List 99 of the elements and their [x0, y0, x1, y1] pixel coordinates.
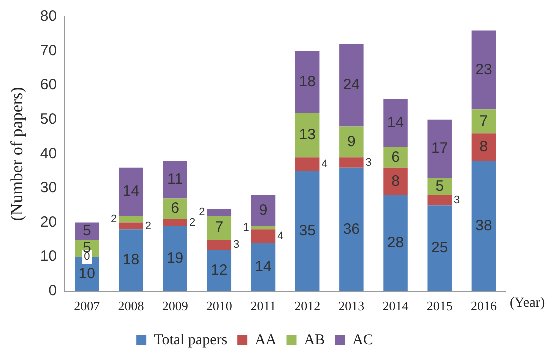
x-tick-label: 2015 [426, 298, 453, 314]
bar [472, 134, 496, 162]
data-label: 14 [255, 258, 272, 276]
data-label: 14 [122, 183, 140, 200]
data-label: 6 [171, 200, 180, 218]
bar [472, 161, 496, 292]
bar [251, 230, 276, 244]
bar [163, 198, 188, 220]
x-tick-label: 2014 [382, 298, 410, 314]
bar [163, 219, 188, 226]
bar [119, 216, 144, 223]
data-label: 9 [259, 202, 268, 219]
bar [163, 161, 188, 199]
y-tick-label: 30 [40, 180, 58, 197]
x-axis-title: (Year) [510, 296, 546, 312]
data-label: 18 [299, 73, 316, 90]
data-label: 3 [454, 194, 460, 207]
bar [119, 222, 144, 230]
y-tick-label: 60 [40, 76, 58, 94]
bar [295, 171, 320, 292]
data-label: 8 [480, 138, 488, 156]
data-label: 4 [278, 230, 284, 243]
legend-label: AA [255, 332, 277, 348]
y-tick-label: 20 [40, 214, 58, 231]
data-label: 1 [243, 222, 250, 234]
bar [384, 147, 408, 168]
y-tick-label: 0 [48, 282, 58, 300]
bar [295, 51, 320, 114]
bar [207, 240, 232, 250]
x-tick-label: 2008 [118, 298, 144, 314]
legend-label: AB [304, 332, 326, 348]
data-label: 14 [387, 114, 404, 132]
bar [384, 99, 408, 148]
y-axis-title: (Number of papers) [8, 87, 27, 222]
data-label: 25 [432, 240, 448, 257]
bar [340, 126, 364, 158]
bar [295, 158, 320, 172]
y-tick-label: 80 [40, 8, 58, 26]
data-label: 10 [78, 265, 96, 282]
bar [207, 209, 232, 216]
data-label: 3 [366, 156, 372, 169]
data-label: 38 [476, 217, 492, 234]
data-label: 24 [343, 76, 360, 94]
data-label: 4 [322, 158, 328, 171]
bar [472, 30, 496, 110]
bar [119, 230, 144, 292]
y-tick-label: 50 [40, 111, 58, 128]
data-label: 8 [392, 172, 400, 190]
x-tick-label: 2016 [470, 298, 498, 314]
bar [207, 216, 232, 240]
bar [207, 250, 232, 292]
bar [472, 110, 496, 134]
bar [251, 243, 276, 292]
bar [295, 113, 320, 158]
bar [340, 44, 364, 127]
legend-label: Total papers [154, 332, 228, 348]
bar [428, 120, 452, 178]
y-tick-label: 70 [40, 42, 58, 60]
data-label: 18 [122, 252, 140, 269]
data-label: 35 [299, 222, 316, 240]
bar [340, 158, 364, 168]
data-label: 2 [145, 220, 152, 232]
data-label: 28 [387, 234, 404, 252]
data-label: 2 [189, 216, 196, 229]
bar [384, 168, 408, 196]
data-label: 9 [348, 133, 356, 150]
bar [119, 168, 144, 216]
bar [340, 168, 364, 292]
data-label: 23 [476, 61, 492, 78]
x-tick-label: 2009 [162, 298, 188, 314]
data-label: 12 [211, 262, 228, 279]
data-label: 2 [110, 213, 118, 226]
x-tick-label: 2007 [74, 298, 101, 314]
data-label: 7 [215, 219, 224, 236]
x-tick-label: 2013 [338, 298, 365, 314]
bar [163, 226, 188, 292]
data-label: 6 [392, 148, 400, 166]
data-label: 19 [166, 250, 184, 267]
bar [251, 226, 276, 230]
data-label: 5 [82, 222, 92, 240]
x-tick-label: 2011 [250, 298, 276, 314]
data-label: 7 [480, 112, 488, 130]
data-label: 11 [168, 171, 184, 188]
bar [251, 195, 276, 226]
bar [428, 178, 452, 196]
data-label: 5 [436, 178, 444, 195]
x-tick-label: 2010 [206, 298, 232, 314]
y-tick-label: 10 [40, 248, 58, 266]
x-tick-label: 2012 [294, 298, 321, 314]
data-label: 13 [299, 126, 316, 144]
data-label: 36 [343, 220, 360, 238]
data-label: 2 [199, 206, 206, 219]
data-label: 17 [432, 140, 448, 158]
data-label: 3 [234, 239, 240, 252]
bar [428, 195, 452, 206]
bar [428, 206, 452, 292]
bar [384, 195, 408, 292]
y-tick-label: 40 [40, 145, 58, 162]
legend-label: AC [352, 332, 374, 348]
